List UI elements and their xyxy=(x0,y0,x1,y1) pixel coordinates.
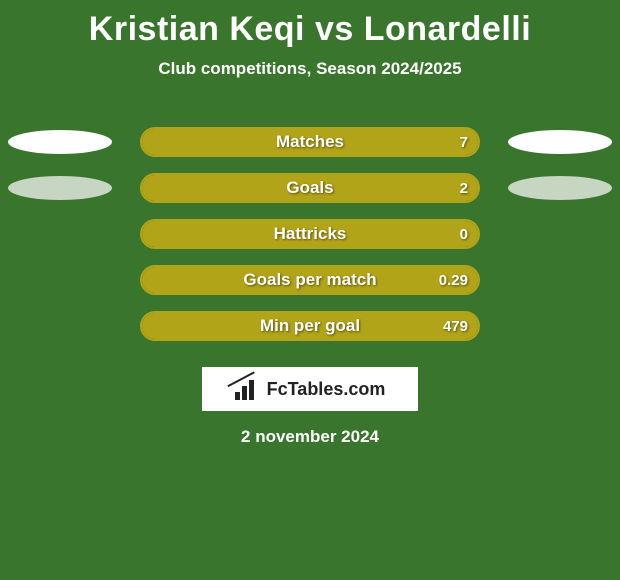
stat-row: Matches7 xyxy=(0,119,620,165)
stat-label: Goals xyxy=(142,175,478,201)
stat-row: Hattricks0 xyxy=(0,211,620,257)
stat-row: Min per goal479 xyxy=(0,303,620,349)
stat-label: Min per goal xyxy=(142,313,478,339)
stat-label: Matches xyxy=(142,129,478,155)
footer-date: 2 november 2024 xyxy=(0,427,620,447)
stat-bar: Goals2 xyxy=(140,173,480,203)
stat-bar: Goals per match0.29 xyxy=(140,265,480,295)
chart-arrow-icon xyxy=(235,378,261,400)
stat-bar: Matches7 xyxy=(140,127,480,157)
right-ellipse-icon xyxy=(508,130,612,154)
stats-chart: Matches7Goals2Hattricks0Goals per match0… xyxy=(0,119,620,349)
logo-text: FcTables.com xyxy=(267,379,386,400)
stat-label: Goals per match xyxy=(142,267,478,293)
stat-row: Goals per match0.29 xyxy=(0,257,620,303)
left-ellipse-icon xyxy=(8,130,112,154)
stat-row: Goals2 xyxy=(0,165,620,211)
stat-bar: Hattricks0 xyxy=(140,219,480,249)
stat-value: 0 xyxy=(460,221,468,247)
page-title: Kristian Keqi vs Lonardelli xyxy=(0,0,620,49)
stat-value: 479 xyxy=(443,313,468,339)
page-subtitle: Club competitions, Season 2024/2025 xyxy=(0,59,620,79)
stat-value: 0.29 xyxy=(439,267,468,293)
left-ellipse-icon xyxy=(8,176,112,200)
stat-label: Hattricks xyxy=(142,221,478,247)
stat-value: 7 xyxy=(460,129,468,155)
right-ellipse-icon xyxy=(508,176,612,200)
fctables-logo: FcTables.com xyxy=(202,367,418,411)
stat-value: 2 xyxy=(460,175,468,201)
stat-bar: Min per goal479 xyxy=(140,311,480,341)
